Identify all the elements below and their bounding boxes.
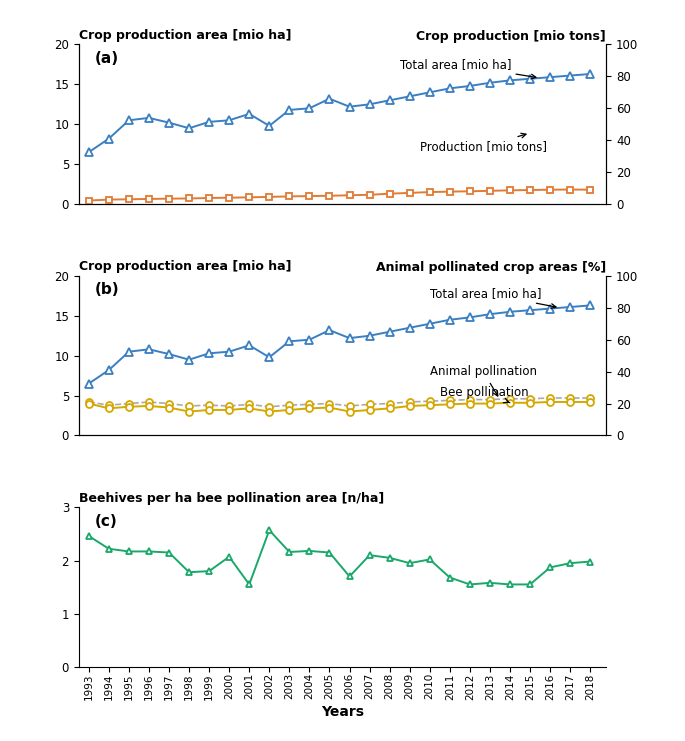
Text: Crop production area [mio ha]: Crop production area [mio ha] <box>79 260 291 273</box>
Text: Crop production [mio tons]: Crop production [mio tons] <box>416 30 606 43</box>
Text: Crop production area [mio ha]: Crop production area [mio ha] <box>79 29 291 42</box>
Text: Bee pollination: Bee pollination <box>440 386 528 402</box>
Text: Animal pollination: Animal pollination <box>429 365 537 396</box>
Text: (c): (c) <box>95 514 117 528</box>
Text: (b): (b) <box>95 282 119 297</box>
Text: Total area [mio ha]: Total area [mio ha] <box>429 287 556 308</box>
Text: Production [mio tons]: Production [mio tons] <box>420 133 547 153</box>
Text: Animal pollinated crop areas [%]: Animal pollinated crop areas [%] <box>376 262 606 274</box>
Text: (a): (a) <box>95 51 119 66</box>
Text: Total area [mio ha]: Total area [mio ha] <box>399 58 536 79</box>
X-axis label: Years: Years <box>321 705 364 720</box>
Text: Beehives per ha bee pollination area [n/ha]: Beehives per ha bee pollination area [n/… <box>79 492 384 505</box>
